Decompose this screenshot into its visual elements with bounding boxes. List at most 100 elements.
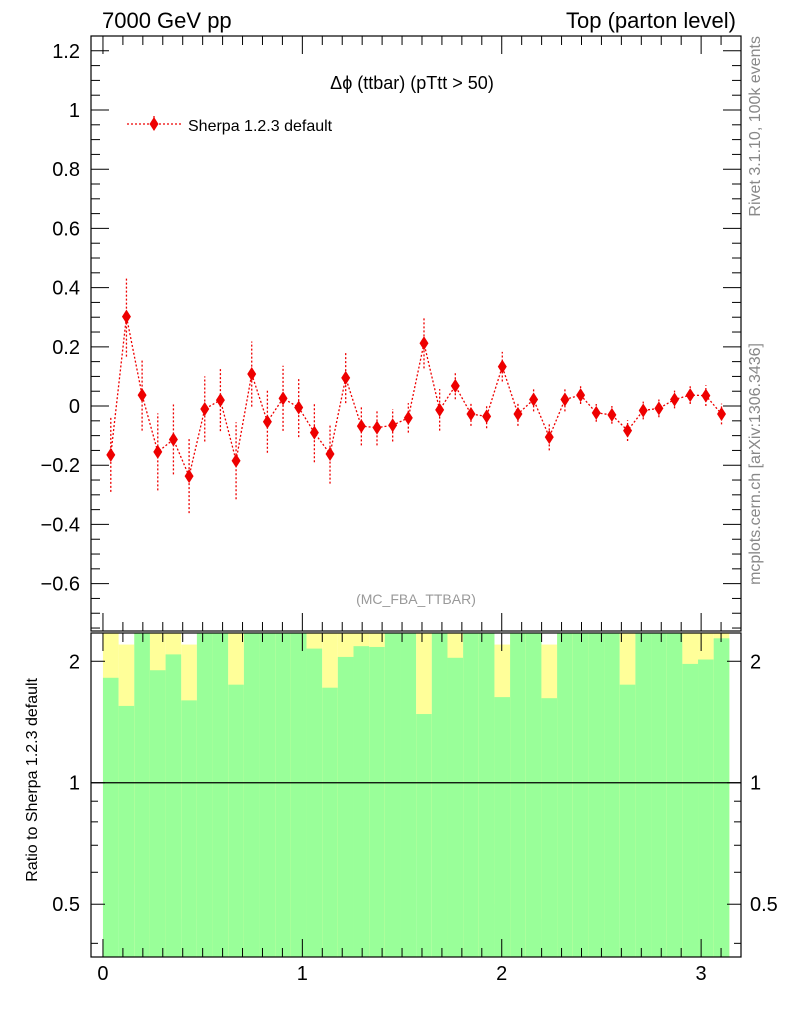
data-point (685, 388, 695, 403)
data-point (325, 446, 335, 461)
ratio-inner-band-bin (306, 648, 323, 957)
ratio-plot-panel: 0.5 0.5 1 1 2 2 0 1 2 3 Ratio to Sherpa 1.2.3 defa… (24, 632, 778, 985)
ratio-inner-band-bin (243, 633, 260, 957)
main-ytick-label: 1 (69, 100, 80, 122)
ratio-inner-band-bin (134, 633, 150, 957)
main-ytick-label: −0.4 (41, 514, 80, 536)
xtick-label: 2 (496, 963, 507, 985)
rivet-version-label: Rivet 3.1.10, 100k events (747, 36, 764, 217)
ratio-inner-band-bin (494, 697, 511, 957)
ratio-inner-band-bin (510, 633, 526, 957)
xtick-label: 0 (97, 963, 108, 985)
data-point (419, 336, 429, 351)
data-point (450, 378, 460, 393)
ratio-ytick-label-left: 0.5 (52, 894, 80, 916)
ratio-inner-band-bin (635, 633, 652, 957)
ratio-inner-band-bin (290, 633, 307, 957)
ratio-ylabel: Ratio to Sherpa 1.2.3 default (24, 677, 41, 881)
ratio-inner-band-bin (165, 654, 182, 957)
header-energy-label: 7000 GeV pp (102, 8, 232, 33)
xtick-label: 1 (297, 963, 308, 985)
analysis-tag: (MC_FBA_TTBAR) (356, 591, 476, 607)
data-point (544, 430, 554, 445)
data-point (184, 469, 194, 484)
main-ytick-label: 0.8 (52, 159, 80, 181)
data-point (607, 407, 617, 422)
ratio-inner-band-bin (463, 633, 479, 957)
main-ytick-label: 0.4 (52, 278, 80, 300)
ratio-ytick-label-right: 0.5 (750, 894, 778, 916)
data-point (231, 453, 241, 468)
data-point (513, 407, 523, 422)
data-point (466, 407, 476, 422)
data-point (654, 401, 664, 416)
main-plot-panel: −0.6 −0.4 −0.2 0 0.2 0.4 0.6 0.8 1 1.2 Δϕ (ttbar) … (41, 35, 742, 632)
ratio-inner-band-bin (353, 646, 370, 957)
data-point (278, 391, 288, 406)
mcplots-credit-label: mcplots.cern.ch [arXiv:1306.3436] (747, 343, 764, 585)
data-point (168, 432, 178, 447)
ratio-inner-band-bin (478, 633, 495, 957)
ratio-inner-band-bin (259, 633, 276, 957)
ratio-inner-band-bin (400, 633, 417, 957)
series-line (110, 316, 723, 479)
ratio-inner-band-bin (431, 633, 448, 957)
ratio-panel-frame (90, 632, 742, 958)
ratio-inner-band-bin (196, 633, 213, 957)
data-point (529, 392, 539, 407)
data-point (106, 447, 116, 462)
main-ytick-label: 0.6 (52, 218, 80, 240)
data-point (372, 420, 382, 435)
data-point (576, 388, 586, 403)
ratio-inner-band-bin (118, 705, 135, 957)
data-point (247, 367, 257, 382)
ratio-inner-band-bin (384, 633, 401, 957)
ratio-ytick-label-right: 1 (750, 773, 761, 795)
ratio-inner-band-bin (369, 646, 385, 957)
main-panel-frame (90, 35, 742, 632)
ratio-inner-band-bin (228, 684, 244, 957)
ratio-inner-band-bin (588, 633, 605, 957)
ratio-inner-band-bin (447, 657, 464, 957)
ratio-inner-band-bin (651, 633, 667, 957)
ratio-inner-band-bin (181, 700, 197, 957)
main-ytick-label: 1.2 (52, 41, 80, 63)
legend-label: Sherpa 1.2.3 default (188, 118, 333, 135)
data-point (294, 400, 304, 415)
data-point (435, 402, 445, 417)
ratio-inner-band-bin (322, 687, 338, 957)
ratio-inner-band-bin (682, 663, 699, 957)
main-ytick-label: 0 (69, 396, 80, 418)
data-point (309, 425, 319, 440)
ratio-ytick-label-right: 2 (750, 651, 761, 673)
ratio-inner-band-bin (666, 633, 683, 957)
plot-title: Δϕ (ttbar) (pTtt > 50) (330, 73, 494, 93)
data-point (403, 410, 413, 425)
data-point (388, 418, 398, 433)
ratio-ytick-label-left: 1 (69, 773, 80, 795)
ratio-inner-band-bin (619, 684, 636, 957)
data-point (717, 407, 727, 422)
xtick-label: 3 (696, 963, 707, 985)
legend-marker-diamond (149, 117, 159, 131)
data-point (560, 392, 570, 407)
data-point (623, 423, 633, 438)
ratio-inner-band-bin (416, 714, 432, 957)
header-process-label: Top (parton level) (566, 8, 736, 33)
data-point (701, 388, 711, 403)
data-point (482, 409, 492, 424)
data-point (137, 388, 147, 403)
data-point (200, 401, 210, 416)
ratio-inner-band-bin (275, 633, 291, 957)
main-ytick-label: −0.2 (41, 455, 80, 477)
data-point (638, 403, 648, 418)
data-point (121, 309, 131, 324)
ratio-inner-band-bin (572, 633, 589, 957)
data-point (670, 392, 680, 407)
ratio-inner-band-bin (212, 633, 229, 957)
ratio-inner-band-bin (713, 638, 730, 957)
data-point (341, 370, 351, 385)
data-point (262, 414, 272, 429)
main-ytick-label: 0.2 (52, 337, 80, 359)
